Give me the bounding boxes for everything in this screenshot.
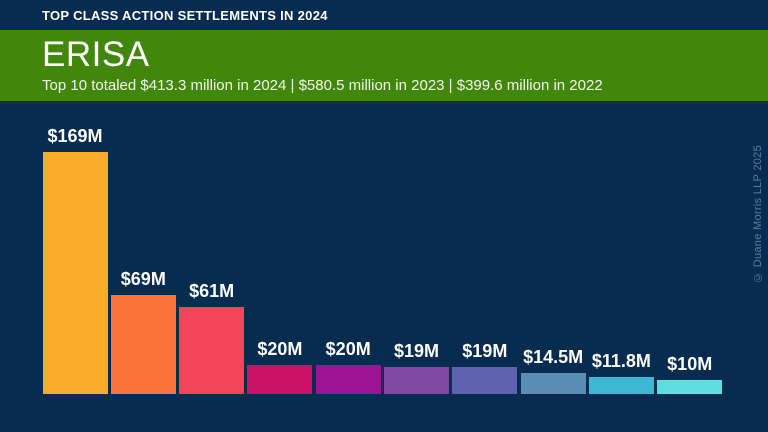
bar-value-label: $169M bbox=[47, 126, 103, 146]
bar bbox=[452, 367, 518, 394]
bar-value-label: $19M bbox=[393, 341, 440, 361]
bar-value-label: $19M bbox=[462, 341, 508, 361]
bar-value-label: $10M bbox=[667, 354, 713, 374]
bar bbox=[384, 367, 449, 394]
bar bbox=[247, 365, 313, 394]
header-title: TOP CLASS ACTION SETTLEMENTS IN 2024 bbox=[42, 7, 328, 23]
subtitle: Top 10 totaled $413.3 million in 2024 | … bbox=[42, 77, 603, 94]
bar-value-label: $69M bbox=[120, 269, 166, 289]
bar bbox=[110, 295, 176, 394]
bar bbox=[179, 307, 245, 394]
page-title: ERISA bbox=[42, 35, 150, 74]
bar bbox=[657, 380, 723, 394]
bar bbox=[315, 365, 381, 394]
copyright-watermark: © Duane Morris LLP 2025 bbox=[752, 145, 764, 283]
bar-value-label: $11.8M bbox=[591, 351, 651, 371]
bar-value-label: $20M bbox=[325, 339, 371, 359]
bar-value-label: $20M bbox=[257, 339, 303, 359]
header-bar: TOP CLASS ACTION SETTLEMENTS IN 2024 bbox=[0, 0, 768, 30]
title-band: ERISA Top 10 totaled $413.3 million in 2… bbox=[0, 30, 768, 101]
bar bbox=[42, 152, 108, 394]
bar-value-label: $14.5M bbox=[523, 347, 584, 367]
bar bbox=[520, 373, 586, 394]
bar bbox=[588, 377, 654, 394]
bar-value-label: $61M bbox=[189, 281, 235, 301]
bar-chart: $169M $69M $61M $20M $20M $19M $19M $14.5M $11.8… bbox=[0, 101, 768, 432]
